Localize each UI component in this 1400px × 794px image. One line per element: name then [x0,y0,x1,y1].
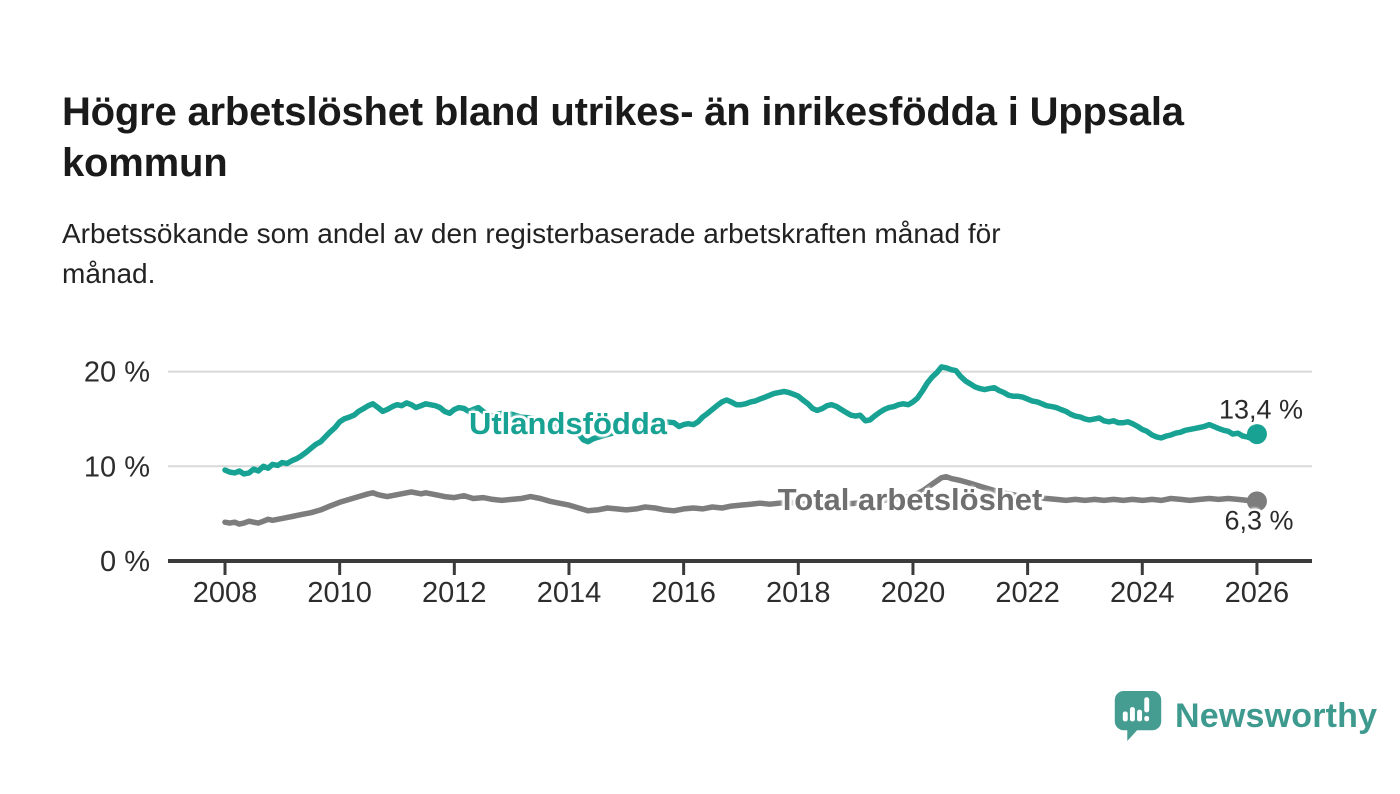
newsworthy-branding: Newsworthy [1113,688,1377,744]
end-point-dot [1246,424,1267,445]
series-line-utlandsfodda [222,364,1260,477]
x-tick-label: 2014 [537,577,602,609]
y-tick-label: 10 % [84,451,150,483]
series-label-total-arbetsloshet: Total arbetslöshet [777,482,1043,517]
x-tick-label: 2016 [651,577,716,609]
brand-name: Newsworthy [1175,696,1378,735]
chart-subtitle: Arbetssökande som andel av den registerb… [62,214,1362,294]
exclamation-bar [1144,697,1150,713]
subtitle-line-1: Arbetssökande som andel av den registerb… [62,218,1001,249]
x-tick-label: 2024 [1110,577,1175,609]
x-tick-label: 2012 [422,577,487,609]
series-label-utlandsfodda: Utlandsfödda [468,406,668,441]
subtitle-line-2: månad. [62,257,156,289]
end-value-label-total: 6,3 % [1224,505,1294,536]
y-tick-label: 0 % [100,546,150,578]
x-tick-label: 2020 [881,577,946,609]
bar-medium [1129,707,1135,722]
title-line-1: Högre arbetslöshet bland utrikes- än inr… [62,89,1184,134]
bar-small [1122,711,1128,722]
title-line-2: kommun [62,140,228,185]
x-tick-label: 2026 [1225,577,1290,609]
end-point-dot [1246,491,1267,512]
page-title: Högre arbetslöshet bland utrikes- än inr… [62,87,1362,189]
x-tick-label: 2018 [766,577,831,609]
end-value-label-utlandsfodda: 13,4 % [1218,394,1304,425]
newsworthy-logo-icon [1114,691,1162,741]
x-tick-label: 2008 [193,577,258,609]
exclamation-dot [1144,716,1150,722]
series-line-total [222,473,1260,527]
x-tick-label: 2022 [995,577,1060,609]
x-tick-label: 2010 [307,577,372,609]
bar-tall [1137,709,1143,722]
y-tick-label: 20 % [84,357,150,389]
